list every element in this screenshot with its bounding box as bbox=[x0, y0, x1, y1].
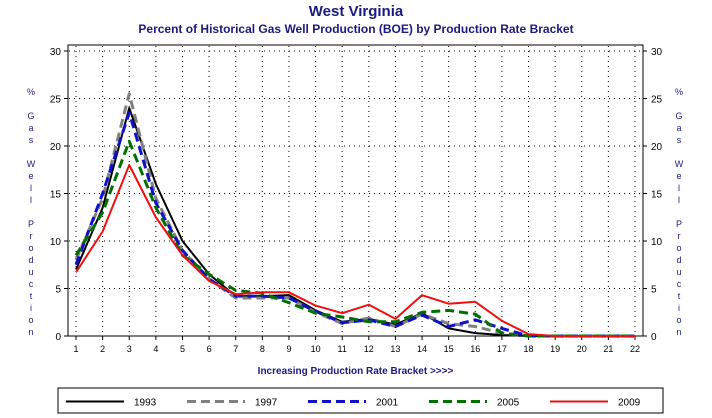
y-axis-label-left-char: o bbox=[28, 315, 33, 325]
y-axis-label-right-char: r bbox=[678, 231, 681, 241]
x-tick-label: 8 bbox=[260, 344, 265, 354]
x-tick-label: 12 bbox=[364, 344, 374, 354]
series-line-1997 bbox=[74, 92, 635, 338]
x-tick-label: 7 bbox=[233, 344, 238, 354]
y-tick-label-right: 5 bbox=[651, 285, 657, 296]
y-tick-label-left: 10 bbox=[50, 237, 62, 248]
x-tick-label: 13 bbox=[390, 344, 400, 354]
x-tick-label: 11 bbox=[338, 344, 347, 354]
y-axis-label-left-char: i bbox=[30, 303, 32, 313]
y-tick-label-left: 15 bbox=[50, 190, 62, 201]
y-tick-label-right: 20 bbox=[651, 142, 663, 153]
x-tick-label: 9 bbox=[286, 344, 291, 354]
y-axis-label-left-char: a bbox=[28, 123, 33, 133]
x-axis-label: Increasing Production Rate Bracket >>>> bbox=[258, 366, 454, 377]
y-axis-label-right-char: l bbox=[678, 195, 680, 205]
y-axis-label-left-char: o bbox=[28, 243, 33, 253]
y-axis-label-left-char: c bbox=[29, 279, 34, 289]
x-tick-label: 6 bbox=[207, 344, 212, 354]
y-tick-label-left: 30 bbox=[50, 47, 62, 58]
y-axis-label-left-char: G bbox=[27, 111, 34, 121]
legend-label-1997: 1997 bbox=[255, 398, 278, 409]
y-axis-label-left-char: u bbox=[28, 267, 33, 277]
x-tick-label: 5 bbox=[180, 344, 185, 354]
y-tick-label-right: 25 bbox=[651, 95, 663, 106]
x-tick-label: 3 bbox=[127, 344, 132, 354]
y-tick-label-right: 15 bbox=[651, 190, 663, 201]
x-tick-label: 16 bbox=[470, 344, 480, 354]
y-axis-label-right-char: u bbox=[676, 267, 681, 277]
y-axis-label-left-char: s bbox=[29, 135, 34, 145]
x-tick-label: 15 bbox=[444, 344, 454, 354]
y-tick-label-left: 25 bbox=[50, 95, 62, 106]
y-tick-label-left: 20 bbox=[50, 142, 62, 153]
plot-frame bbox=[67, 44, 644, 337]
y-axis-label-right-char: i bbox=[678, 303, 680, 313]
x-tick-label: 19 bbox=[550, 344, 560, 354]
x-tick-label: 17 bbox=[497, 344, 507, 354]
y-axis-label-left-char: l bbox=[30, 183, 32, 193]
y-axis-label-right-char: o bbox=[676, 243, 681, 253]
series-line-2009 bbox=[75, 164, 635, 337]
y-tick-label-right: 30 bbox=[651, 47, 663, 58]
y-axis-label-left-char: n bbox=[28, 327, 33, 337]
y-axis-label-right-char: e bbox=[676, 171, 681, 181]
chart-title: West Virginia bbox=[308, 3, 404, 20]
y-axis-label-left-char: t bbox=[30, 291, 33, 301]
y-axis-label-right-char: P bbox=[676, 219, 682, 229]
series-line-2005 bbox=[74, 139, 635, 338]
x-tick-label: 18 bbox=[524, 344, 534, 354]
y-axis-label-left-char: l bbox=[30, 195, 32, 205]
y-axis-label-left-char: P bbox=[28, 219, 34, 229]
legend-label-2009: 2009 bbox=[618, 398, 641, 409]
y-axis-label-right-char: s bbox=[677, 135, 682, 145]
y-axis-label-left-char: % bbox=[27, 87, 35, 97]
x-tick-label: 20 bbox=[577, 344, 587, 354]
y-axis-label-right-char: d bbox=[676, 255, 681, 265]
x-tick-label: 2 bbox=[100, 344, 105, 354]
x-tick-label: 22 bbox=[630, 344, 640, 354]
legend-label-1993: 1993 bbox=[134, 398, 157, 409]
y-axis-label-right-char: W bbox=[675, 159, 684, 169]
x-tick-label: 10 bbox=[311, 344, 321, 354]
y-tick-label-left: 5 bbox=[55, 285, 61, 296]
x-tick-label: 21 bbox=[603, 344, 613, 354]
x-tick-label: 4 bbox=[153, 344, 158, 354]
legend-label-2001: 2001 bbox=[376, 398, 399, 409]
y-axis-label-left-char: e bbox=[28, 171, 33, 181]
x-tick-label: 14 bbox=[417, 344, 427, 354]
y-axis-label-right-char: t bbox=[678, 291, 681, 301]
x-tick-label: 1 bbox=[73, 344, 78, 354]
y-axis-label-right-char: o bbox=[676, 315, 681, 325]
y-axis-label-right-char: G bbox=[675, 111, 682, 121]
y-tick-label-right: 0 bbox=[651, 332, 657, 343]
y-axis-label-right-char: l bbox=[678, 183, 680, 193]
y-axis-label-left-char: r bbox=[30, 231, 33, 241]
chart-subtitle: Percent of Historical Gas Well Productio… bbox=[138, 22, 574, 36]
y-axis-label-right-char: c bbox=[677, 279, 682, 289]
y-axis-label-left-char: d bbox=[28, 255, 33, 265]
y-axis-label-right-char: n bbox=[676, 327, 681, 337]
y-axis-label-left-char: W bbox=[27, 159, 36, 169]
y-axis-label-right-char: a bbox=[676, 123, 681, 133]
y-axis-label-right-char: % bbox=[675, 87, 683, 97]
legend-label-2005: 2005 bbox=[497, 398, 520, 409]
legend-box bbox=[57, 387, 664, 414]
y-tick-label-right: 10 bbox=[651, 237, 663, 248]
y-tick-label-left: 0 bbox=[55, 332, 61, 343]
